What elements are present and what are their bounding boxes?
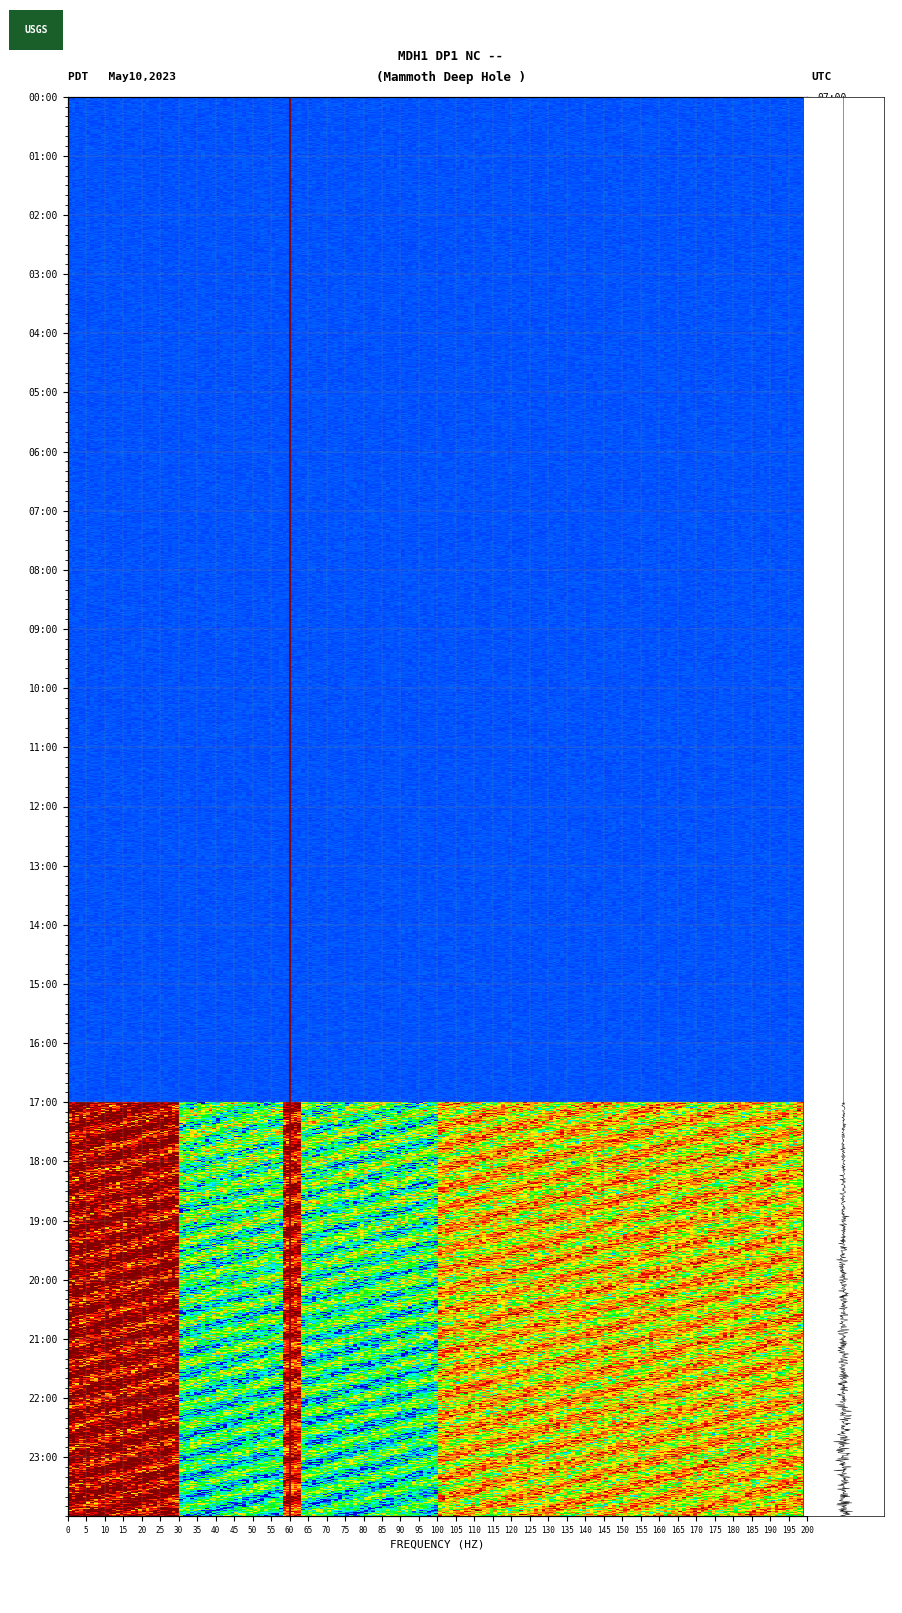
Text: UTC: UTC — [812, 73, 832, 82]
Text: MDH1 DP1 NC --: MDH1 DP1 NC -- — [399, 50, 503, 63]
X-axis label: FREQUENCY (HZ): FREQUENCY (HZ) — [391, 1539, 484, 1548]
Text: (Mammoth Deep Hole ): (Mammoth Deep Hole ) — [376, 71, 526, 84]
Text: USGS: USGS — [24, 24, 48, 35]
Text: PDT   May10,2023: PDT May10,2023 — [68, 73, 176, 82]
